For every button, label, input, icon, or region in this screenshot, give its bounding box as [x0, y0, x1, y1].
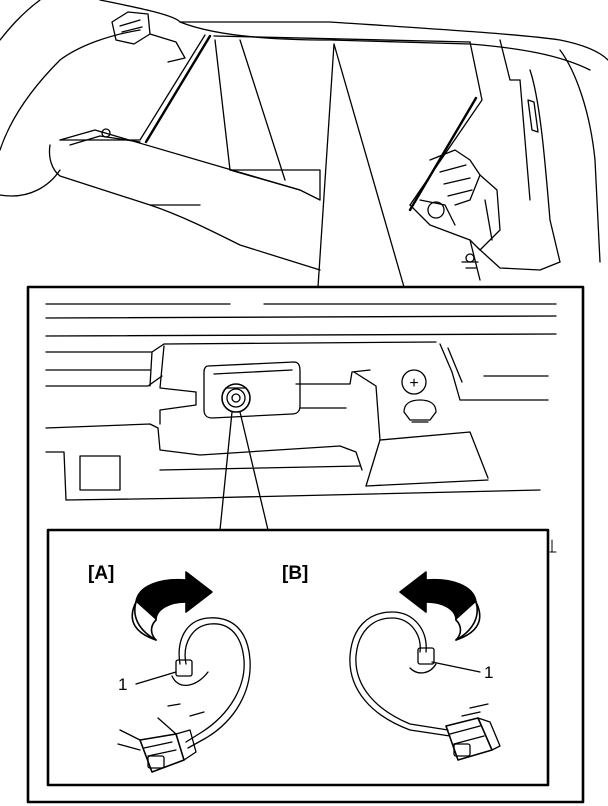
- callout-number-a: 1: [118, 675, 127, 694]
- callout-leader-a: [135, 671, 177, 685]
- detail-frame: [26, 285, 585, 804]
- callout-leader-b: [431, 661, 481, 673]
- views-frame: [46, 528, 550, 787]
- ground-stud: [403, 399, 437, 421]
- overview-leader: [317, 43, 405, 288]
- harness-b: [349, 611, 501, 761]
- dashboard-overview: [0, 0, 608, 281]
- detail-leader: [219, 411, 269, 531]
- harness-a: [117, 617, 251, 773]
- terminal-sign: +: [409, 375, 418, 392]
- dashboard-detail: +: [45, 303, 557, 501]
- terminal-symbol: [401, 369, 427, 395]
- view-a-label: [A]: [88, 563, 114, 584]
- rotate-counterclockwise-arrow-icon: [399, 571, 481, 641]
- view-b-label: [B]: [282, 563, 308, 584]
- connector-nut: [221, 383, 251, 413]
- callout-number-b: 1: [484, 663, 493, 682]
- rotate-clockwise-arrow-icon: [131, 571, 213, 641]
